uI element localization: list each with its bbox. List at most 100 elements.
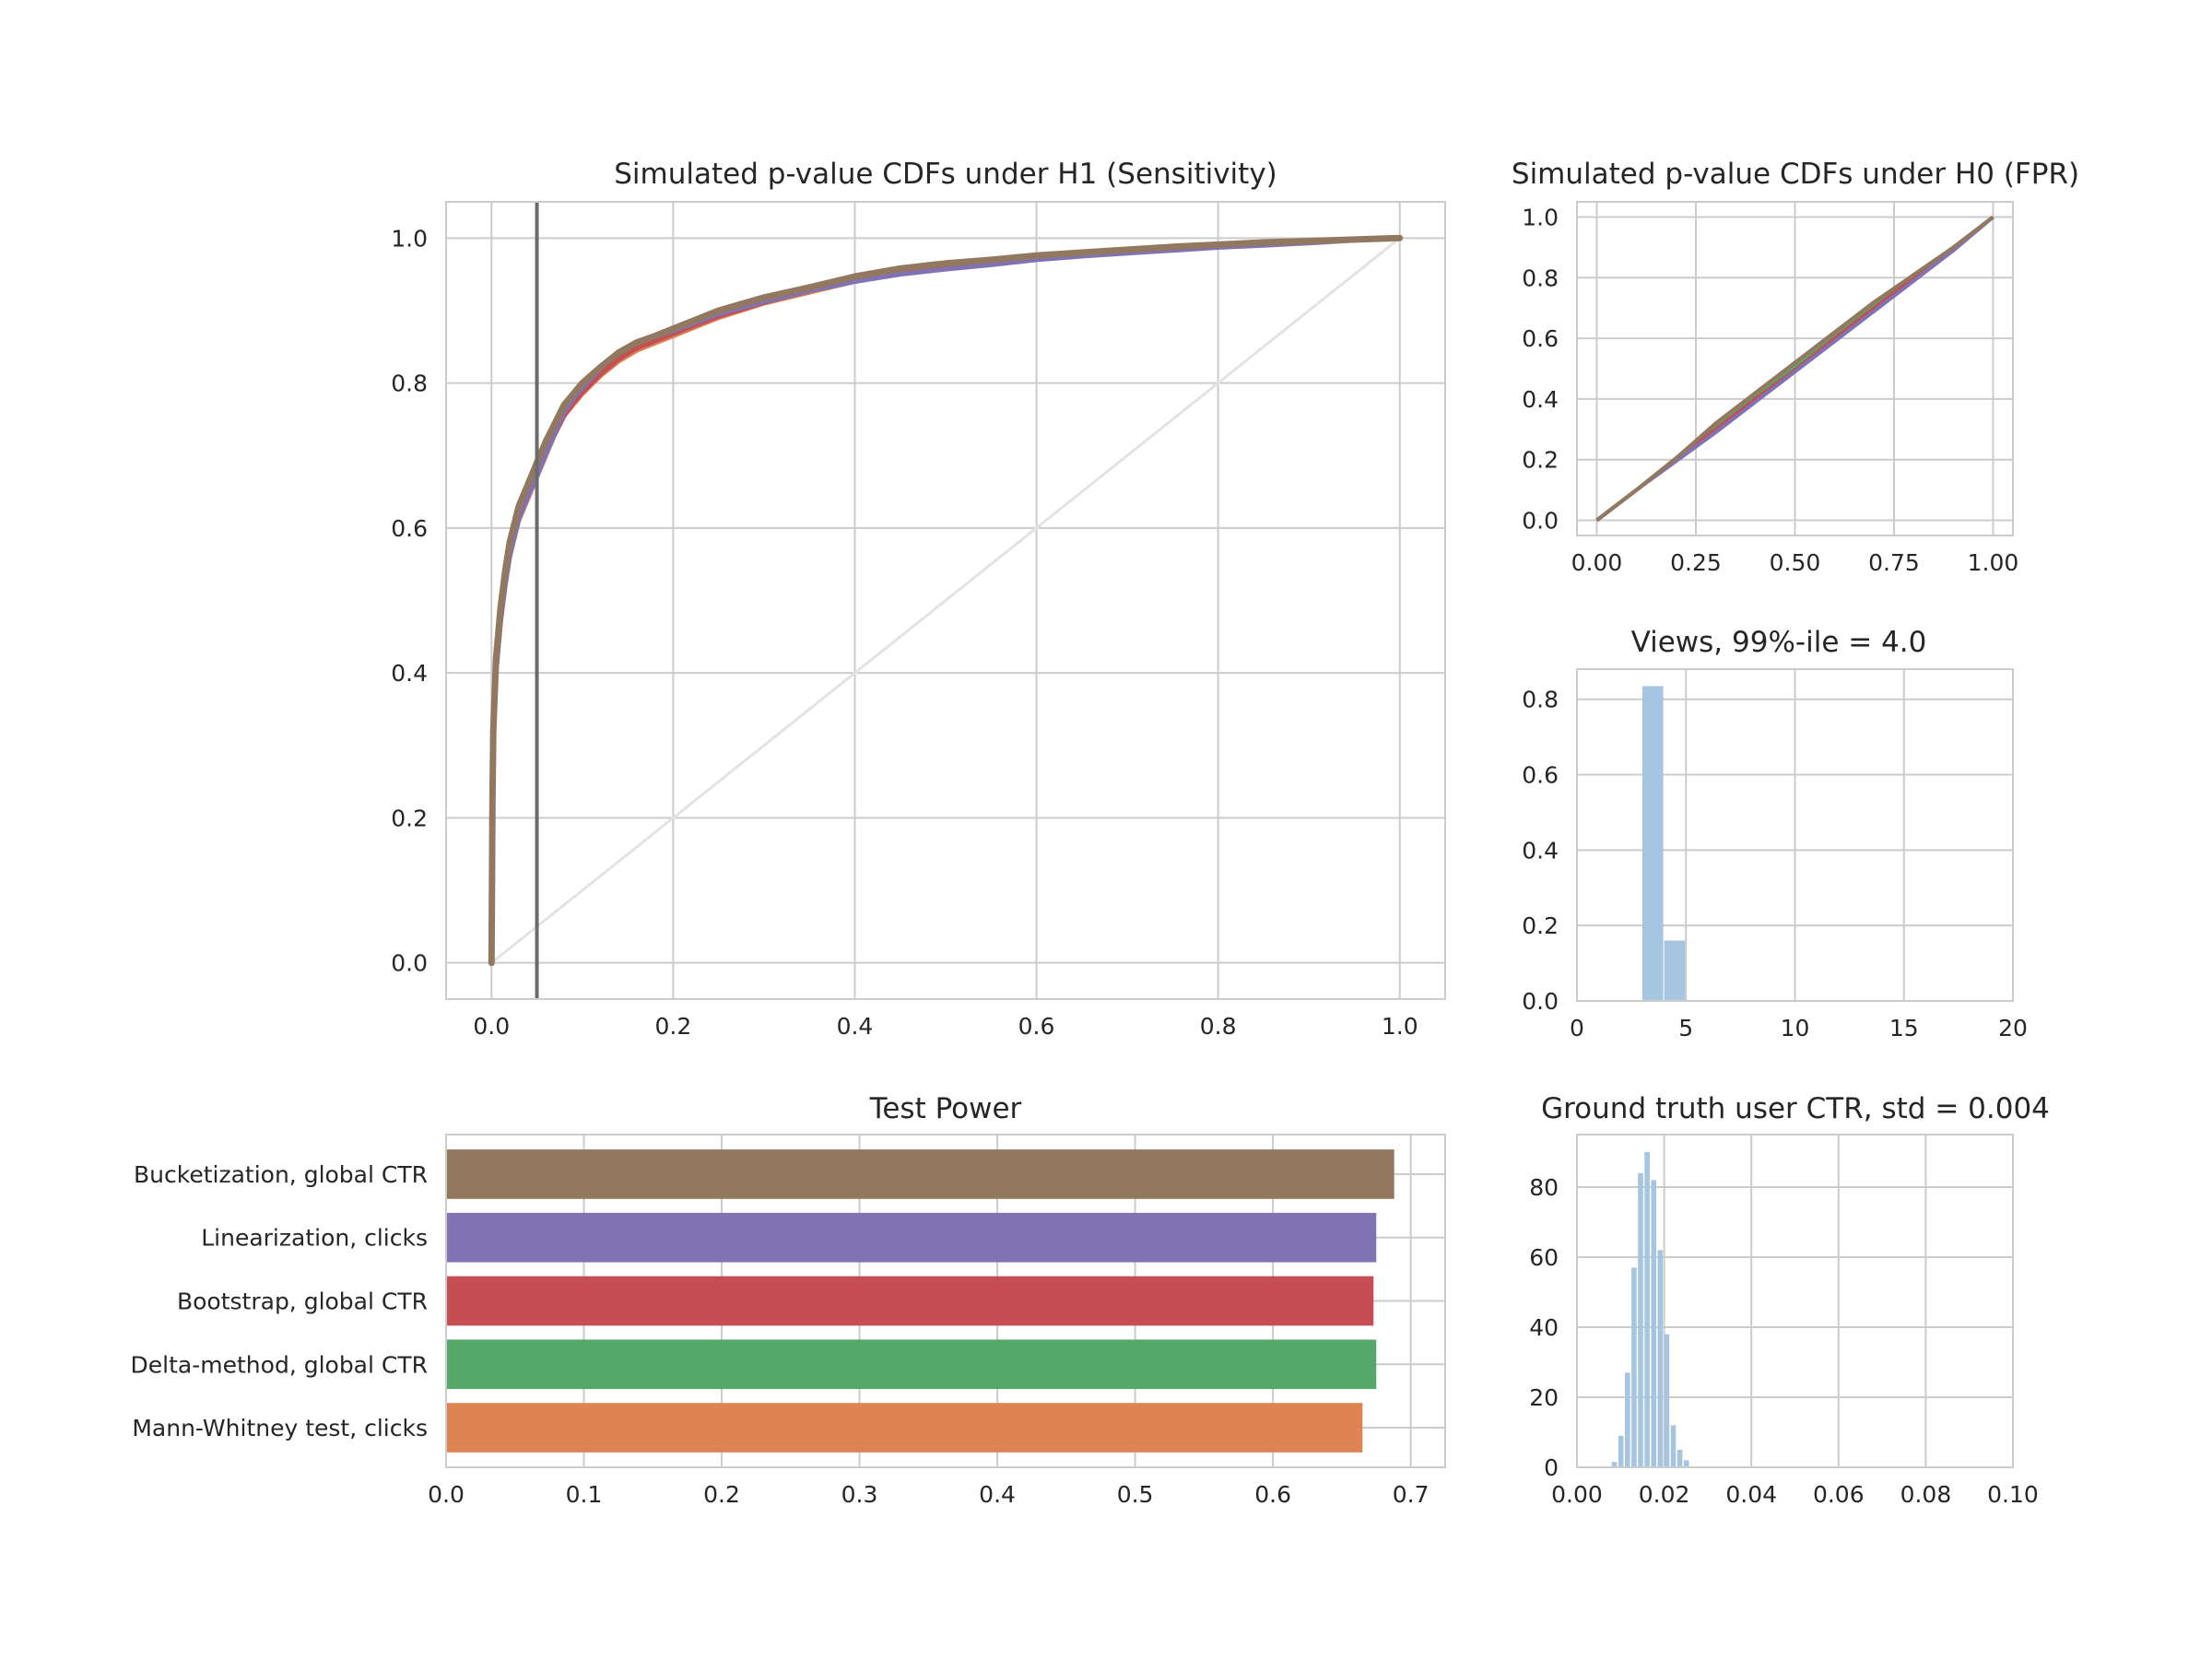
views-x-tick-label: 20 bbox=[1998, 1015, 2028, 1041]
h0-series-line bbox=[1595, 215, 1994, 523]
h1-x-tick-label: 1.0 bbox=[1382, 1013, 1418, 1040]
h1-y-tick-label: 0.6 bbox=[391, 515, 428, 542]
views-y-tick-label: 0.6 bbox=[1522, 762, 1559, 789]
h1-y-tick-label: 0.8 bbox=[391, 371, 428, 397]
h0-x-tick-label: 0.00 bbox=[1571, 549, 1623, 576]
h1-y-tick-label: 0.4 bbox=[391, 660, 428, 687]
power-bars bbox=[446, 1149, 1394, 1453]
h1-panel: Simulated p-value CDFs under H1 (Sensiti… bbox=[391, 158, 1446, 1040]
ctr-y-tick-label: 40 bbox=[1529, 1314, 1559, 1341]
h1-x-tick-label: 0.4 bbox=[837, 1013, 874, 1040]
ctr-y-tick-label: 20 bbox=[1529, 1384, 1559, 1411]
power-category-label: Bucketization, global CTR bbox=[134, 1161, 428, 1188]
power-title: Test Power bbox=[869, 1092, 1022, 1125]
h0-y-tick-label: 0.4 bbox=[1522, 386, 1559, 413]
ctr-bar bbox=[1638, 1172, 1643, 1467]
ctr-bar bbox=[1644, 1152, 1650, 1467]
views-y-ticks: 0.0 0.2 0.4 0.6 0.8 bbox=[1522, 687, 1559, 1015]
power-x-tick-label: 0.7 bbox=[1393, 1481, 1430, 1508]
views-panel: Views, 99%-ile = 4.0 0 5 10 15 20 0.00.20.40… bbox=[1522, 626, 2028, 1041]
ctr-bar bbox=[1611, 1462, 1618, 1467]
power-frame bbox=[445, 1134, 1446, 1468]
ctr-y-tick-label: 0 bbox=[1544, 1454, 1559, 1481]
power-x-tick-label: 0.5 bbox=[1117, 1481, 1154, 1508]
h0-x-tick-label: 1.00 bbox=[1968, 549, 2019, 576]
h0-x-ticks: 0.00 0.25 0.50 0.75 1.00 bbox=[1571, 549, 2019, 576]
views-x-tick-label: 10 bbox=[1781, 1015, 1810, 1041]
h1-title: Simulated p-value CDFs under H1 (Sensiti… bbox=[614, 158, 1277, 191]
ctr-x-ticks: 0.00 0.02 0.04 0.06 0.08 0.10 bbox=[1551, 1481, 2039, 1508]
h0-y-tick-label: 1.0 bbox=[1522, 204, 1559, 230]
views-x-tick-label: 15 bbox=[1889, 1015, 1919, 1041]
ctr-x-tick-label: 0.02 bbox=[1639, 1481, 1690, 1508]
h0-y-tick-label: 0.8 bbox=[1522, 265, 1559, 291]
power-x-tick-label: 0.3 bbox=[841, 1481, 878, 1508]
ctr-x-tick-label: 0.08 bbox=[1900, 1481, 1952, 1508]
h0-panel: Simulated p-value CDFs under H0 (FPR) 0.… bbox=[1512, 158, 2079, 576]
ctr-y-tick-label: 60 bbox=[1529, 1244, 1559, 1271]
ctr-bar bbox=[1618, 1435, 1624, 1467]
h0-y-tick-label: 0.0 bbox=[1522, 508, 1559, 535]
power-x-tick-label: 0.0 bbox=[428, 1481, 465, 1508]
h0-y-tick-label: 0.6 bbox=[1522, 325, 1559, 352]
ctr-frame bbox=[1576, 1134, 2014, 1468]
ctr-bar bbox=[1677, 1450, 1683, 1467]
views-x-tick-label: 0 bbox=[1570, 1015, 1584, 1041]
h1-reference-diagonal bbox=[490, 237, 1401, 964]
ctr-bar bbox=[1664, 1334, 1670, 1467]
h0-x-tick-label: 0.75 bbox=[1868, 549, 1920, 576]
views-y-tick-label: 0.0 bbox=[1522, 988, 1559, 1015]
h1-grid bbox=[446, 202, 1445, 999]
h1-x-tick-label: 0.2 bbox=[654, 1013, 691, 1040]
power-bar bbox=[446, 1149, 1394, 1199]
views-y-tick-label: 0.8 bbox=[1522, 687, 1559, 713]
h1-y-tick-label: 1.0 bbox=[391, 225, 428, 252]
power-category-labels: Bucketization, global CTR Linearization, … bbox=[131, 1161, 428, 1441]
ctr-x-tick-label: 0.04 bbox=[1725, 1481, 1777, 1508]
ctr-bar bbox=[1683, 1460, 1689, 1467]
h1-series-line bbox=[488, 234, 1404, 967]
ctr-x-tick-label: 0.00 bbox=[1551, 1481, 1603, 1508]
views-bar bbox=[1664, 940, 1686, 1001]
power-category-label: Bootstrap, global CTR bbox=[177, 1288, 428, 1315]
h1-y-tick-label: 0.2 bbox=[391, 805, 428, 831]
views-x-ticks: 0 5 10 15 20 bbox=[1570, 1015, 2028, 1041]
ctr-y-tick-label: 80 bbox=[1529, 1174, 1559, 1201]
h0-title: Simulated p-value CDFs under H0 (FPR) bbox=[1512, 158, 2079, 191]
power-category-label: Delta-method, global CTR bbox=[131, 1351, 428, 1378]
h1-diagonal-line bbox=[490, 237, 1401, 964]
ctr-bar bbox=[1651, 1180, 1657, 1467]
h0-frame bbox=[1576, 201, 2014, 536]
power-panel: Test Power 0.0 0.1 0.2 0.3 0.4 0.5 0.6 0.7 Buck… bbox=[131, 1092, 1446, 1508]
power-x-tick-label: 0.1 bbox=[566, 1481, 603, 1508]
power-x-ticks: 0.0 0.1 0.2 0.3 0.4 0.5 0.6 0.7 bbox=[428, 1481, 1429, 1508]
power-bar bbox=[446, 1403, 1363, 1453]
views-y-tick-label: 0.4 bbox=[1522, 837, 1559, 864]
h1-y-tick-label: 0.0 bbox=[391, 950, 428, 977]
h1-frame bbox=[445, 201, 1446, 1000]
h0-y-tick-label: 0.2 bbox=[1522, 447, 1559, 474]
h1-x-ticks: 0.0 0.2 0.4 0.6 0.8 1.0 bbox=[473, 1013, 1418, 1040]
ctr-bar bbox=[1631, 1267, 1637, 1467]
views-title: Views, 99%-ile = 4.0 bbox=[1631, 626, 1927, 659]
power-category-label: Mann-Whitney test, clicks bbox=[132, 1415, 428, 1441]
ctr-bar bbox=[1670, 1425, 1677, 1467]
power-bar bbox=[446, 1212, 1377, 1263]
views-bar bbox=[1641, 686, 1664, 1001]
views-x-tick-label: 5 bbox=[1678, 1015, 1693, 1041]
h0-x-tick-label: 0.50 bbox=[1770, 549, 1821, 576]
ctr-x-tick-label: 0.06 bbox=[1813, 1481, 1865, 1508]
h0-series-group bbox=[1595, 215, 1994, 523]
views-y-tick-label: 0.2 bbox=[1522, 912, 1559, 939]
h0-y-ticks: 0.0 0.2 0.4 0.6 0.8 1.0 bbox=[1522, 204, 1559, 534]
power-x-tick-label: 0.4 bbox=[979, 1481, 1016, 1508]
ctr-y-ticks: 0 20 40 60 80 bbox=[1529, 1174, 1559, 1481]
h1-x-tick-label: 0.6 bbox=[1018, 1013, 1055, 1040]
ctr-bars bbox=[1611, 1152, 1689, 1467]
views-frame bbox=[1576, 668, 2014, 1002]
ctr-x-tick-label: 0.10 bbox=[1987, 1481, 2039, 1508]
h1-series-group bbox=[488, 234, 1404, 967]
power-category-label: Linearization, clicks bbox=[201, 1225, 428, 1252]
h0-x-tick-label: 0.25 bbox=[1670, 549, 1722, 576]
